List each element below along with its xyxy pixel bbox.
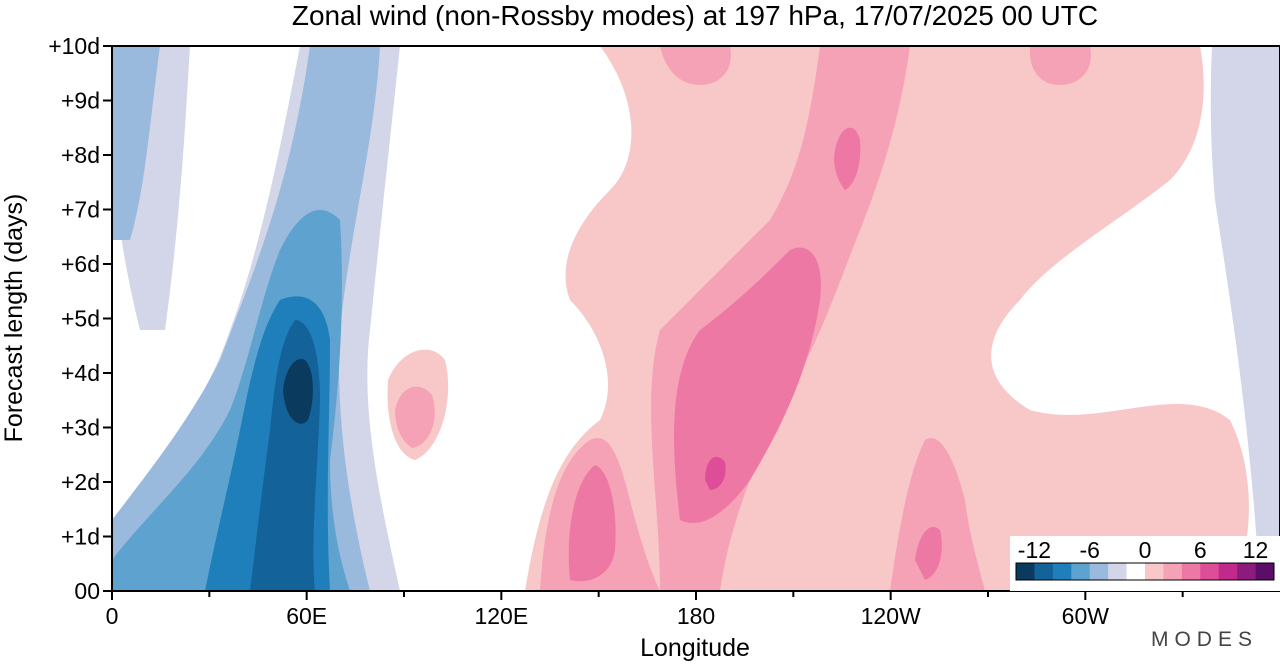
y-axis-ticks: 00 +1d +2d +3d +4d +5d +6d +7d +8d +9d +10d [48,33,112,604]
colorbar-swatch [1145,563,1164,580]
colorbar-swatch [1126,563,1146,580]
x-tick-label: 180 [677,603,715,629]
contour-pos-medium-isolated [395,386,435,448]
x-tick-label: 0 [106,603,119,629]
colorbar-swatch [1016,563,1035,580]
colorbar-swatch [1071,563,1091,580]
brand-logo: MODES [1151,628,1258,651]
colorbar: -12 -6 0 6 12 [1010,536,1280,591]
colorbar-labels: -12 -6 0 6 12 [1018,537,1269,563]
y-tick-label: +10d [48,33,100,59]
colorbar-swatch [1034,563,1054,580]
colorbar-label: 6 [1194,537,1207,563]
y-tick-label: +2d [61,469,100,495]
x-tick-label: 120W [861,603,921,629]
contour-pos-strong-main [568,247,821,582]
colorbar-label: 12 [1243,537,1269,563]
colorbar-label: -12 [1018,537,1051,563]
colorbar-swatch [1108,563,1128,580]
colorbar-swatch [1255,563,1275,580]
x-tick-label: 60W [1062,603,1110,629]
contour-fills [112,46,1280,591]
y-tick-label: +5d [61,306,100,332]
contour-neg-medium-west [112,46,160,240]
colorbar-swatch [1089,563,1109,580]
y-tick-label: +9d [61,88,100,114]
y-tick-label: +4d [61,360,100,386]
contour-neg-core [283,359,313,424]
contour-pos-medium-east [890,438,985,591]
colorbar-swatch [1163,563,1183,580]
contour-pos-strong-east [834,127,942,580]
y-tick-label: +7d [61,197,100,223]
y-tick-label: +3d [61,415,100,441]
contour-pos-medium-north [660,46,1091,85]
colorbar-swatch [1052,563,1072,580]
plot-area [111,45,1280,592]
x-tick-label: 120E [474,603,528,629]
colorbar-swatch [1237,563,1257,580]
y-tick-label: 00 [74,578,100,604]
colorbar-label: 0 [1139,537,1152,563]
x-tick-label: 60E [286,603,327,629]
colorbar-swatch [1218,563,1238,580]
chart-title: Zonal wind (non-Rossby modes) at 197 hPa… [292,0,1098,31]
y-tick-label: +1d [61,524,100,550]
colorbar-label: -6 [1079,537,1099,563]
contour-neg-light-east [1210,46,1280,591]
x-axis-label: Longitude [640,634,750,662]
x-axis-ticks: 0 60E 120E 180 120W 60W [106,591,1184,629]
colorbar-swatch [1200,563,1220,580]
contour-pos-deep [705,456,726,490]
y-tick-label: +6d [61,251,100,277]
y-tick-label: +8d [61,142,100,168]
y-axis-label: Forecast length (days) [0,194,28,443]
colorbar-swatch [1181,563,1201,580]
colorbar-frame [1015,562,1275,581]
colorbar-swatches [1016,563,1275,580]
